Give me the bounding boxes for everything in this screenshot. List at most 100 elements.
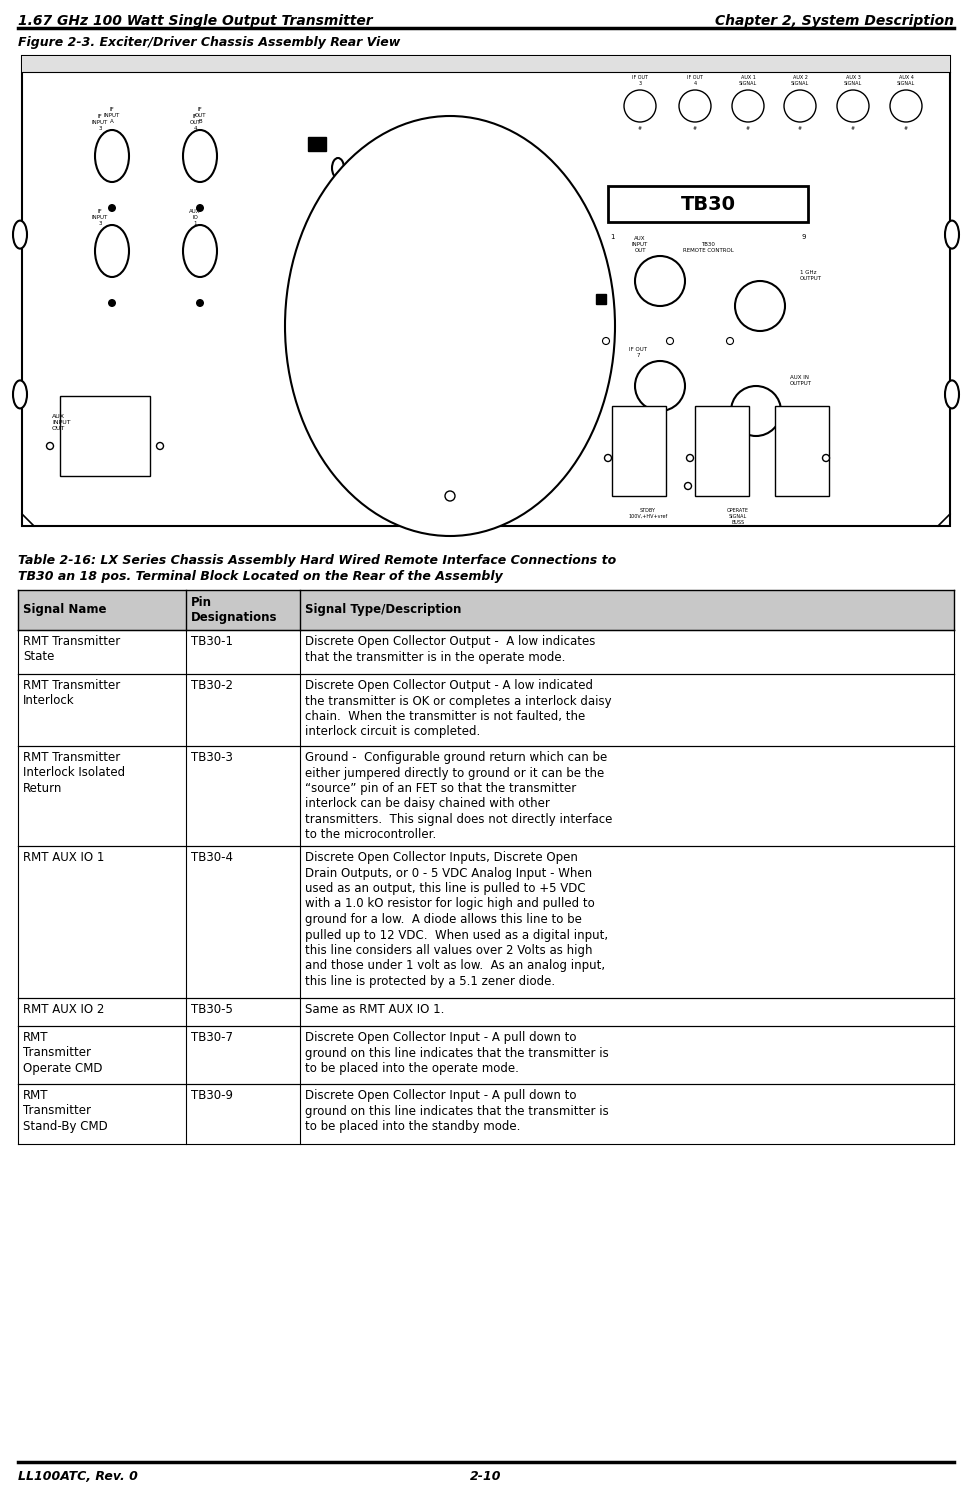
Ellipse shape (183, 225, 217, 278)
Text: #: # (904, 125, 908, 131)
Text: TB30-2: TB30-2 (191, 679, 233, 691)
Bar (60, 396, 150, 476)
Text: Discrete Open Collector Input - A pull down to
ground on this line indicates tha: Discrete Open Collector Input - A pull d… (305, 1032, 608, 1075)
Text: TB30-5: TB30-5 (191, 1003, 233, 1017)
Circle shape (196, 205, 204, 212)
Circle shape (635, 361, 685, 411)
Text: Discrete Open Collector Output - A low indicated
the transmitter is OK or comple: Discrete Open Collector Output - A low i… (305, 679, 611, 739)
Text: STDBY
100V,+HV+vref: STDBY 100V,+HV+vref (628, 508, 668, 518)
Text: #: # (693, 125, 697, 131)
Text: Discrete Open Collector Input - A pull down to
ground on this line indicates tha: Discrete Open Collector Input - A pull d… (305, 1088, 608, 1133)
Circle shape (731, 387, 781, 436)
Bar (22, 57, 950, 526)
Bar (608, 187, 808, 222)
Text: TB30: TB30 (680, 194, 736, 213)
Text: RMT
Transmitter
Operate CMD: RMT Transmitter Operate CMD (23, 1032, 102, 1075)
Ellipse shape (13, 221, 27, 249)
Text: Chapter 2, System Description: Chapter 2, System Description (715, 13, 954, 28)
Circle shape (679, 90, 711, 122)
Text: IF
OUT
4: IF OUT 4 (190, 115, 201, 131)
Text: AUX
IO
1: AUX IO 1 (190, 209, 201, 225)
Text: 1.67 GHz 100 Watt Single Output Transmitter: 1.67 GHz 100 Watt Single Output Transmit… (18, 13, 372, 28)
Text: Pin
Designations: Pin Designations (191, 596, 277, 624)
Bar (22, 57, 950, 72)
Text: RMT AUX IO 2: RMT AUX IO 2 (23, 1003, 104, 1017)
Text: Discrete Open Collector Inputs, Discrete Open
Drain Outputs, or 0 - 5 VDC Analog: Discrete Open Collector Inputs, Discrete… (305, 851, 608, 988)
Circle shape (667, 337, 674, 345)
Circle shape (156, 442, 163, 449)
Text: RMT
Transmitter
Stand-By CMD: RMT Transmitter Stand-By CMD (23, 1088, 108, 1133)
Text: Ground -  Configurable ground return which can be
either jumpered directly to gr: Ground - Configurable ground return whic… (305, 751, 612, 842)
Text: 2-10: 2-10 (470, 1471, 502, 1483)
Circle shape (47, 442, 53, 449)
Ellipse shape (945, 221, 959, 249)
Text: TB30-4: TB30-4 (191, 851, 233, 864)
Text: 1 GHz
OUTPUT: 1 GHz OUTPUT (800, 270, 822, 281)
Text: TB30-1: TB30-1 (191, 635, 233, 648)
Text: #: # (638, 125, 642, 131)
Text: Same as RMT AUX IO 1.: Same as RMT AUX IO 1. (305, 1003, 444, 1017)
Bar (308, 137, 326, 151)
Bar (596, 294, 606, 305)
Circle shape (784, 90, 816, 122)
Text: Figure 2-3. Exciter/Driver Chassis Assembly Rear View: Figure 2-3. Exciter/Driver Chassis Assem… (18, 36, 400, 49)
Text: TB30-9: TB30-9 (191, 1088, 233, 1102)
Text: #: # (850, 125, 855, 131)
Circle shape (684, 482, 691, 490)
Ellipse shape (13, 381, 27, 409)
Circle shape (726, 337, 734, 345)
Text: AUX 2
SIGNAL: AUX 2 SIGNAL (791, 75, 809, 87)
Ellipse shape (95, 225, 129, 278)
Text: IF
INPUT
A: IF INPUT A (104, 107, 121, 124)
Text: #: # (798, 125, 802, 131)
Text: Table 2-16: LX Series Chassis Assembly Hard Wired Remote Interface Connections t: Table 2-16: LX Series Chassis Assembly H… (18, 554, 616, 567)
Text: Discrete Open Collector Output -  A low indicates
that the transmitter is in the: Discrete Open Collector Output - A low i… (305, 635, 596, 663)
Text: RMT Transmitter
State: RMT Transmitter State (23, 635, 121, 663)
Text: AUX 4
SIGNAL: AUX 4 SIGNAL (897, 75, 915, 87)
Text: TB30
REMOTE CONTROL: TB30 REMOTE CONTROL (682, 242, 734, 252)
Text: RMT Transmitter
Interlock: RMT Transmitter Interlock (23, 679, 121, 708)
Circle shape (435, 127, 445, 137)
Text: OPERATE
SIGNAL
BUSS: OPERATE SIGNAL BUSS (727, 508, 749, 524)
Circle shape (108, 299, 116, 308)
Text: IF
OUT
B: IF OUT B (194, 107, 206, 124)
Text: TB30-7: TB30-7 (191, 1032, 233, 1044)
Ellipse shape (95, 130, 129, 182)
Circle shape (605, 454, 611, 461)
Text: #: # (746, 125, 750, 131)
Text: IF OUT
4: IF OUT 4 (687, 75, 703, 87)
Bar (18, 590, 954, 630)
Text: AUX
INPUT
OUT: AUX INPUT OUT (632, 236, 648, 252)
Text: RMT AUX IO 1: RMT AUX IO 1 (23, 851, 104, 864)
Text: AUX IN
OUTPUT: AUX IN OUTPUT (790, 375, 812, 387)
Circle shape (196, 299, 204, 308)
Bar (695, 406, 749, 496)
Text: LL100ATC, Rev. 0: LL100ATC, Rev. 0 (18, 1471, 138, 1483)
Text: IF
INPUT
3: IF INPUT 3 (92, 209, 108, 225)
Circle shape (108, 205, 116, 212)
Text: 9: 9 (802, 234, 806, 240)
Circle shape (735, 281, 785, 331)
Circle shape (686, 454, 693, 461)
Bar (612, 406, 666, 496)
Text: IF
INPUT
3: IF INPUT 3 (92, 115, 108, 131)
Text: Signal Name: Signal Name (23, 603, 107, 617)
Text: Signal Type/Description: Signal Type/Description (305, 603, 462, 617)
Circle shape (822, 454, 829, 461)
Ellipse shape (332, 158, 344, 178)
Circle shape (635, 255, 685, 306)
Circle shape (837, 90, 869, 122)
Ellipse shape (285, 116, 615, 536)
Text: TB30-3: TB30-3 (191, 751, 233, 764)
Text: TB30 an 18 pos. Terminal Block Located on the Rear of the Assembly: TB30 an 18 pos. Terminal Block Located o… (18, 570, 503, 582)
Text: AUX 3
SIGNAL: AUX 3 SIGNAL (844, 75, 862, 87)
Circle shape (732, 90, 764, 122)
Circle shape (624, 90, 656, 122)
Ellipse shape (183, 130, 217, 182)
Circle shape (890, 90, 922, 122)
Text: IF OUT
7: IF OUT 7 (629, 348, 647, 358)
Ellipse shape (945, 381, 959, 409)
Text: IF OUT
3: IF OUT 3 (632, 75, 648, 87)
Circle shape (603, 337, 609, 345)
Text: AUX 1
SIGNAL: AUX 1 SIGNAL (739, 75, 757, 87)
